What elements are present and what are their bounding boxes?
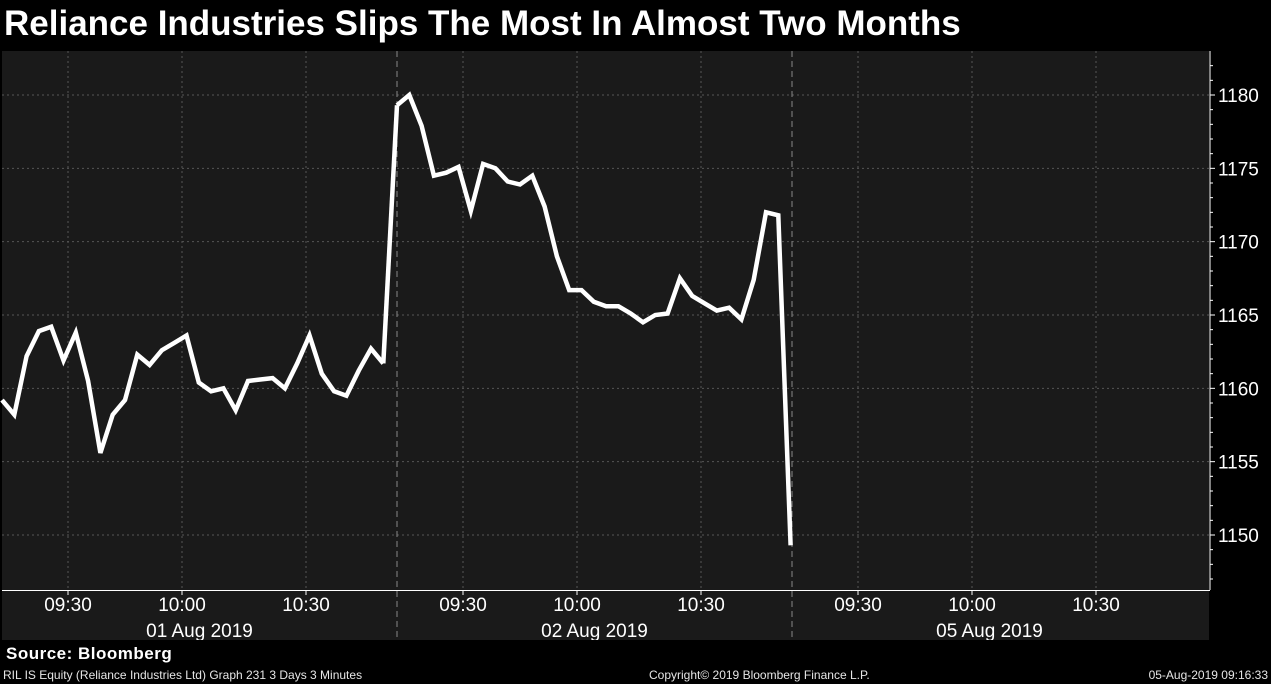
x-tick-label: 10:00 (948, 595, 996, 616)
x-tick-label: 10:30 (282, 595, 330, 616)
grid-lines (2, 51, 1209, 590)
y-tick-label: 1175 (1218, 159, 1259, 180)
y-tick-label: 1180 (1218, 86, 1259, 107)
x-day-label: 05 Aug 2019 (936, 621, 1043, 640)
source-note: Source: Bloomberg (6, 644, 173, 663)
x-tick-label: 10:00 (158, 595, 206, 616)
chart: 1150 1155 1160 1165 1170 1175 1180 09:30 10:00 1… (0, 51, 1259, 640)
x-axis-band (2, 591, 1209, 640)
y-tick-label: 1160 (1218, 379, 1259, 400)
x-tick-label: 09:30 (834, 595, 882, 616)
x-day-label: 01 Aug 2019 (146, 621, 253, 640)
footer-bar: RIL IS Equity (Reliance Industries Ltd) … (0, 666, 1271, 684)
x-tick-label: 10:00 (553, 595, 601, 616)
chart-title: Reliance Industries Slips The Most In Al… (4, 4, 961, 43)
x-tick-label: 10:30 (1072, 595, 1120, 616)
price-line (395, 91, 793, 546)
x-tick-label: 09:30 (44, 595, 92, 616)
x-axis-ticks: 09:30 10:00 10:30 01 Aug 2019 09:30 10:00 10:3… (44, 590, 1120, 640)
y-tick-label: 1165 (1218, 306, 1259, 327)
footer-ticker-info: RIL IS Equity (Reliance Industries Ltd) … (3, 668, 363, 682)
y-tick-label: 1170 (1218, 233, 1259, 254)
y-tick-label: 1155 (1218, 453, 1259, 474)
x-day-label: 02 Aug 2019 (541, 621, 648, 640)
plot-area (2, 51, 1209, 590)
price-lines (0, 91, 793, 546)
price-line-gap (381, 105, 400, 364)
footer-copyright: Copyright© 2019 Bloomberg Finance L.P. (649, 668, 870, 682)
x-tick-label: 10:30 (677, 595, 725, 616)
y-axis-ticks: 1150 1155 1160 1165 1170 1175 1180 (1210, 65, 1259, 580)
x-tick-label: 09:30 (439, 595, 487, 616)
y-tick-label: 1150 (1218, 526, 1259, 547)
footer-timestamp: 05-Aug-2019 09:16:33 (1148, 668, 1268, 682)
price-line (0, 323, 386, 454)
